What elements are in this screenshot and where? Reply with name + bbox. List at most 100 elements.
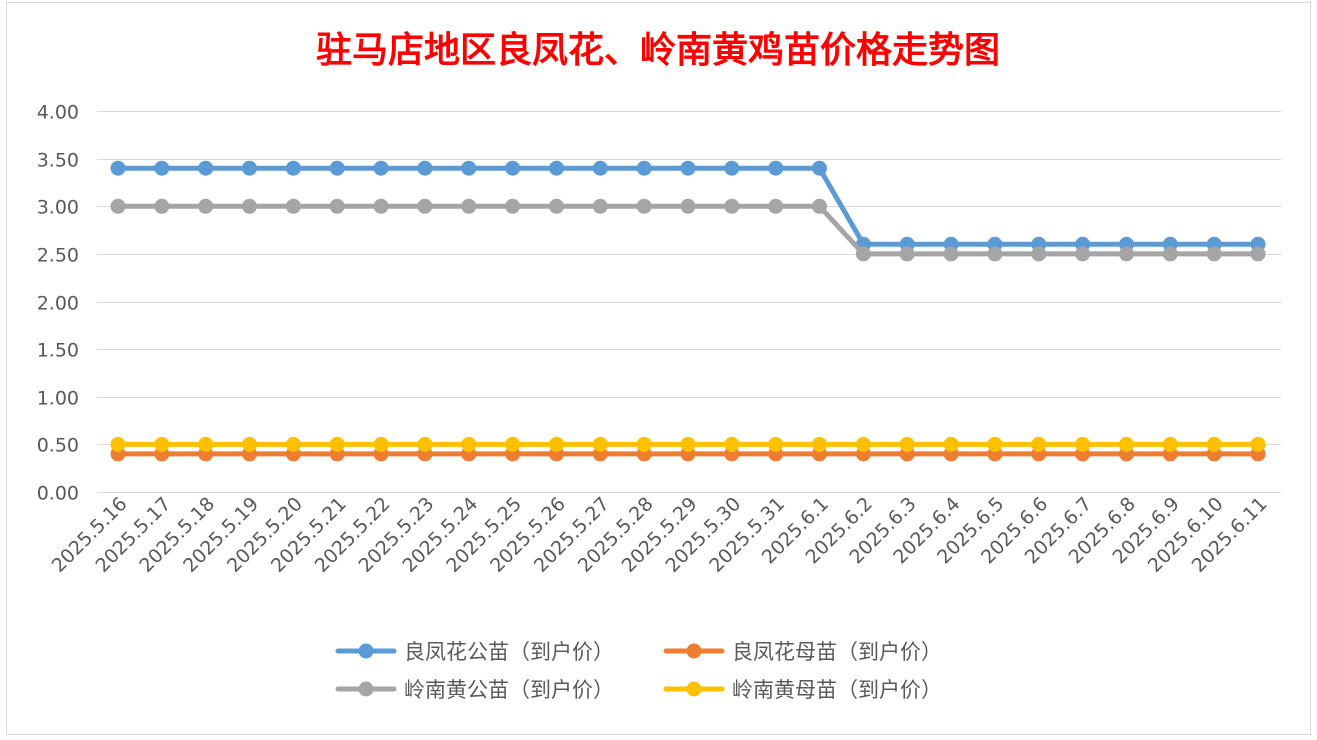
data-point <box>110 436 126 452</box>
data-point <box>768 436 784 452</box>
data-point <box>592 436 608 452</box>
data-point <box>329 160 345 176</box>
data-point <box>987 246 1003 262</box>
data-point <box>943 436 959 452</box>
series-lines <box>110 160 1266 462</box>
data-point <box>855 246 871 262</box>
data-point <box>505 160 521 176</box>
data-point <box>461 436 477 452</box>
data-point <box>505 436 521 452</box>
data-point <box>1206 436 1222 452</box>
legend: 良凤花公苗（到户价） 良凤花母苗（到户价） 岭南黄公苗（到户价） 岭南黄母苗（到户价） <box>335 640 942 702</box>
legend-marker <box>358 643 374 659</box>
data-point <box>899 436 915 452</box>
data-point <box>636 160 652 176</box>
legend-entry: 良凤花公苗（到户价） <box>335 640 614 664</box>
data-point <box>1162 246 1178 262</box>
data-point <box>943 246 959 262</box>
data-point <box>154 160 170 176</box>
data-point <box>285 436 301 452</box>
data-point <box>154 198 170 214</box>
legend-label: 岭南黄公苗（到户价） <box>404 678 614 702</box>
data-point <box>724 160 740 176</box>
data-point <box>549 198 564 214</box>
legend-label: 良凤花公苗（到户价） <box>404 640 614 664</box>
data-point <box>899 246 915 262</box>
data-point <box>680 160 696 176</box>
y-tick-label: 2.00 <box>37 293 79 315</box>
legend-marker <box>358 681 374 697</box>
data-point <box>680 198 696 214</box>
y-tick-label: 1.50 <box>37 340 79 362</box>
data-point <box>1031 246 1047 262</box>
data-point <box>417 160 433 176</box>
data-point <box>636 198 652 214</box>
data-point <box>1206 246 1222 262</box>
data-point <box>724 436 740 452</box>
data-point <box>1250 246 1266 262</box>
data-point <box>636 436 652 452</box>
data-point <box>285 160 301 176</box>
data-point <box>110 198 126 214</box>
legend-label: 岭南黄母苗（到户价） <box>732 678 942 702</box>
legend-marker <box>686 643 702 659</box>
y-tick-label: 1.00 <box>37 388 79 410</box>
data-point <box>110 160 126 176</box>
data-point <box>592 198 608 214</box>
series-2 <box>110 198 1266 262</box>
data-point <box>812 436 827 452</box>
y-tick-label: 3.50 <box>37 150 79 172</box>
data-point <box>855 436 871 452</box>
chart-area-border <box>6 2 1311 735</box>
data-point <box>373 160 389 176</box>
data-point <box>417 198 433 214</box>
y-tick-label: 0.50 <box>37 435 79 457</box>
y-tick-label: 0.00 <box>37 483 79 505</box>
legend-label: 良凤花母苗（到户价） <box>732 640 942 664</box>
data-point <box>198 436 214 452</box>
data-point <box>242 198 257 214</box>
data-point <box>987 436 1003 452</box>
series-3 <box>110 436 1266 452</box>
data-point <box>1162 436 1178 452</box>
data-point <box>373 436 389 452</box>
data-point <box>549 160 564 176</box>
data-point <box>812 160 827 176</box>
data-point <box>242 160 257 176</box>
data-point <box>505 198 521 214</box>
data-point <box>592 160 608 176</box>
data-point <box>1031 436 1047 452</box>
y-axis-tick-labels: 0.00 0.50 1.00 1.50 2.00 2.50 3.00 3.50 4.00 <box>37 102 79 505</box>
data-point <box>680 436 696 452</box>
data-point <box>768 160 784 176</box>
data-point <box>417 436 433 452</box>
data-point <box>373 198 389 214</box>
data-point <box>1250 436 1266 452</box>
data-point <box>154 436 170 452</box>
data-point <box>1075 436 1091 452</box>
legend-entry: 岭南黄母苗（到户价） <box>663 678 942 702</box>
data-point <box>1119 436 1134 452</box>
data-point <box>198 160 214 176</box>
y-tick-label: 2.50 <box>37 245 79 267</box>
y-tick-label: 4.00 <box>37 102 79 124</box>
chart-title: 驻马店地区良凤花、岭南黄鸡苗价格走势图 <box>316 29 1000 71</box>
data-point <box>198 198 214 214</box>
legend-entry: 岭南黄公苗（到户价） <box>335 678 614 702</box>
data-point <box>549 436 564 452</box>
data-point <box>329 198 345 214</box>
legend-entry: 良凤花母苗（到户价） <box>663 640 942 664</box>
data-point <box>812 198 827 214</box>
data-point <box>329 436 345 452</box>
y-tick-label: 3.00 <box>37 197 79 219</box>
legend-marker <box>686 681 702 697</box>
data-point <box>1075 246 1091 262</box>
data-point <box>461 198 477 214</box>
data-point <box>724 198 740 214</box>
data-point <box>285 198 301 214</box>
data-point <box>768 198 784 214</box>
data-point <box>242 436 257 452</box>
data-point <box>1119 246 1134 262</box>
